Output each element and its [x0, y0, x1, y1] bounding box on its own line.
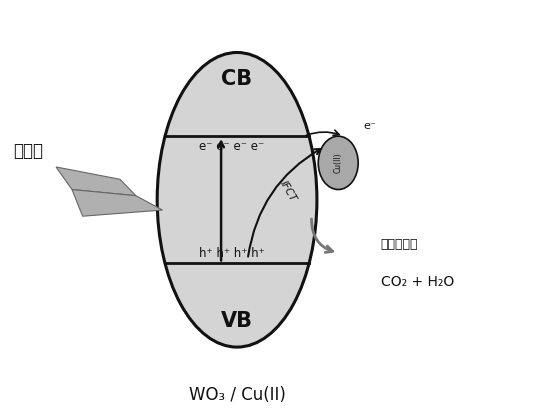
Text: VB: VB [221, 311, 253, 331]
Polygon shape [56, 167, 136, 196]
FancyArrowPatch shape [248, 149, 321, 257]
Text: h⁺ h⁺ h⁺ h⁺: h⁺ h⁺ h⁺ h⁺ [199, 247, 265, 260]
Text: e⁻: e⁻ [364, 121, 377, 131]
FancyArrowPatch shape [312, 219, 332, 253]
Text: Cu(II): Cu(II) [334, 153, 343, 173]
Text: CB: CB [222, 69, 253, 89]
Ellipse shape [157, 52, 317, 347]
Text: CO₂ + H₂O: CO₂ + H₂O [381, 275, 454, 289]
Ellipse shape [318, 136, 358, 190]
Text: 可见光: 可见光 [13, 141, 44, 160]
Text: e⁻ e⁻ e⁻ e⁻: e⁻ e⁻ e⁻ e⁻ [199, 140, 264, 153]
Polygon shape [72, 190, 162, 216]
Text: IFCT: IFCT [278, 179, 298, 204]
Text: WO₃ / Cu(II): WO₃ / Cu(II) [189, 386, 286, 404]
Text: 有机污染物: 有机污染物 [381, 238, 419, 251]
